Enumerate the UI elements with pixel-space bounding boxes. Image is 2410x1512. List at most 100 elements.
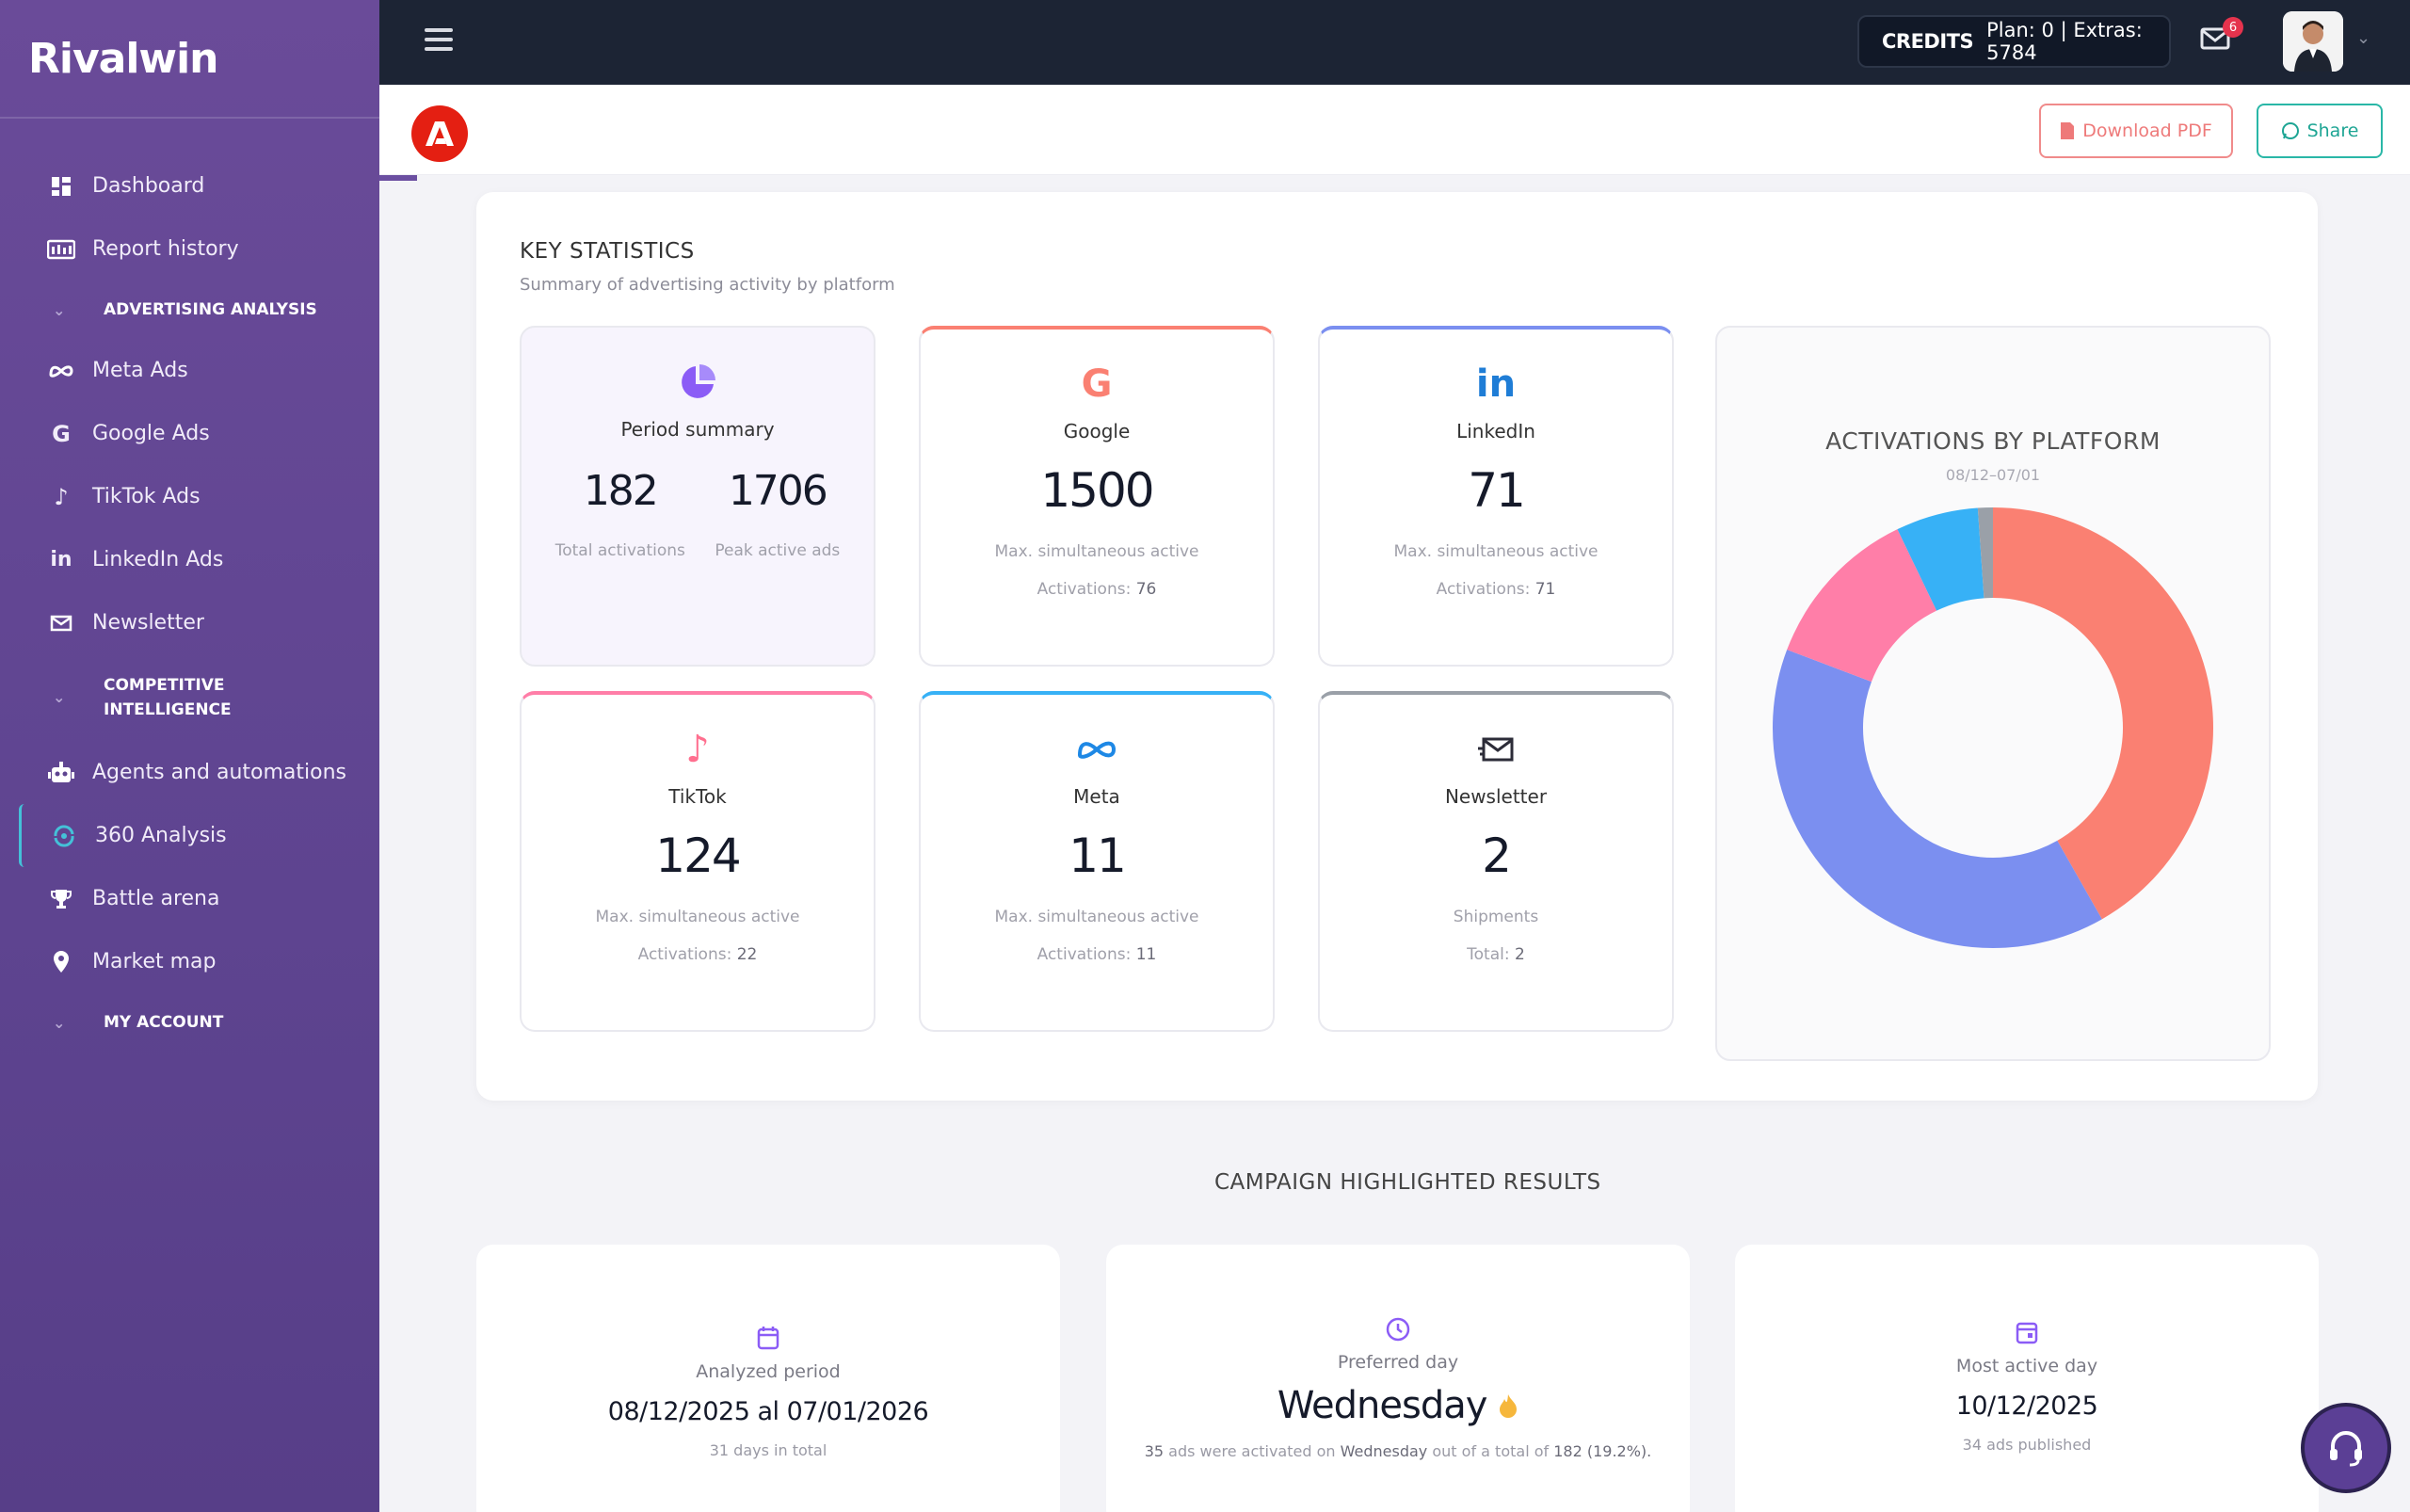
map-pin-icon xyxy=(47,948,75,976)
activations-label: Activations: xyxy=(1036,580,1132,599)
calendar-icon xyxy=(476,1326,1060,1352)
menu-toggle-icon[interactable] xyxy=(425,28,453,56)
newsletter-tile: Newsletter 2 Shipments Total: 2 xyxy=(1318,691,1674,1032)
tile-name: Period summary xyxy=(620,418,775,441)
brand-adobe-logo-icon xyxy=(411,105,468,162)
whatsapp-icon xyxy=(2281,122,2299,139)
share-label: Share xyxy=(2306,121,2359,141)
brand-logo[interactable]: Rivalwin xyxy=(0,0,379,119)
tile-label: Max. simultaneous active xyxy=(595,908,800,926)
clock-icon xyxy=(1106,1316,1690,1343)
analysis-360-icon xyxy=(50,822,78,850)
sidebar: Rivalwin Dashboard Report history ⌄ ADVE… xyxy=(0,0,379,1512)
tile-label: Max. simultaneous active xyxy=(1393,542,1599,561)
trophy-icon xyxy=(47,885,75,913)
tile-value: 11 xyxy=(1068,828,1127,883)
pdf-file-icon xyxy=(2061,122,2075,139)
active-tab-indicator xyxy=(379,175,417,181)
tile-name: Google xyxy=(1063,420,1131,442)
activations-label: Total: xyxy=(1467,945,1510,964)
activations-value: 2 xyxy=(1515,945,1525,964)
note-day: Wednesday xyxy=(1340,1442,1428,1460)
sidebar-item-newsletter[interactable]: Newsletter xyxy=(0,591,379,654)
sidebar-item-label: Newsletter xyxy=(92,611,204,635)
tile-name: Newsletter xyxy=(1444,785,1548,808)
tiktok-icon: ♪ xyxy=(685,728,710,771)
tiktok-icon: ♪ xyxy=(54,483,69,510)
activations-value: 71 xyxy=(1534,580,1556,599)
dashboard-icon xyxy=(47,172,75,201)
sidebar-item-label: Agents and automations xyxy=(92,761,346,784)
donut-slice-tiktok[interactable] xyxy=(1787,529,1937,683)
section-competitive-intelligence[interactable]: ⌄ COMPETITIVE INTELLIGENCE xyxy=(0,654,379,741)
period-summary-tile: Period summary 182 Total activations 170… xyxy=(520,326,876,667)
sidebar-item-360-analysis[interactable]: 360 Analysis xyxy=(19,804,379,867)
sidebar-item-label: Dashboard xyxy=(92,174,205,198)
linkedin-icon: in xyxy=(1475,362,1517,406)
activations-value: 22 xyxy=(736,945,758,964)
highlight-label: Most active day xyxy=(1955,1356,2098,1376)
share-button[interactable]: Share xyxy=(2257,104,2383,158)
highlight-label: Analyzed period xyxy=(696,1361,841,1382)
donut-slice-linkedin[interactable] xyxy=(1773,650,2102,949)
google-icon: G xyxy=(52,420,71,447)
donut-slice-newsletter[interactable] xyxy=(1977,507,1993,599)
stats-subtitle: Summary of advertising activity by platf… xyxy=(520,275,895,295)
robot-icon xyxy=(47,759,75,787)
donut-slice-google[interactable] xyxy=(1993,507,2213,920)
highlight-label: Preferred day xyxy=(1337,1352,1459,1373)
donut-chart xyxy=(1772,507,2214,949)
sidebar-item-label: LinkedIn Ads xyxy=(92,548,224,571)
donut-svg xyxy=(1773,507,2213,949)
highlight-value: Wednesday xyxy=(1106,1384,1690,1427)
sidebar-item-label: Google Ads xyxy=(92,422,210,445)
meta-tile: Meta 11 Max. simultaneous active Activat… xyxy=(919,691,1275,1032)
sidebar-item-linkedin-ads[interactable]: in LinkedIn Ads xyxy=(0,528,379,591)
section-label: ADVERTISING ANALYSIS xyxy=(104,300,317,319)
sidebar-item-agents[interactable]: Agents and automations xyxy=(0,741,379,804)
note-total: 182 (19.2%). xyxy=(1553,1442,1652,1460)
note-text-a: ads were activated on xyxy=(1168,1442,1336,1460)
total-activations-value: 182 xyxy=(583,467,659,515)
activations-label: Activations: xyxy=(1036,945,1132,964)
sidebar-item-meta-ads[interactable]: Meta Ads xyxy=(0,339,379,402)
chevron-down-icon: ⌄ xyxy=(53,300,66,319)
credits-badge[interactable]: CREDITS Plan: 0 | Extras: 5784 xyxy=(1857,15,2171,68)
newsletter-icon xyxy=(47,609,75,637)
support-chat-button[interactable] xyxy=(2301,1403,2391,1493)
avatar[interactable] xyxy=(2283,11,2343,72)
tile-value: 1500 xyxy=(1040,463,1154,518)
section-my-account[interactable]: ⌄ MY ACCOUNT xyxy=(0,993,379,1052)
sidebar-item-tiktok-ads[interactable]: ♪ TikTok Ads xyxy=(0,465,379,528)
section-label: MY ACCOUNT xyxy=(104,1013,224,1032)
highlight-note: 34 ads published xyxy=(1962,1436,2092,1454)
chart-title: ACTIVATIONS BY PLATFORM xyxy=(1825,427,2161,455)
sidebar-item-label: Meta Ads xyxy=(92,359,188,382)
sidebar-item-report-history[interactable]: Report history xyxy=(0,217,379,281)
tile-value: 2 xyxy=(1482,828,1512,883)
donut-slice-meta[interactable] xyxy=(1897,507,1984,611)
sidebar-item-google-ads[interactable]: G Google Ads xyxy=(0,402,379,465)
pie-chart-icon xyxy=(522,356,874,409)
chevron-down-icon: ⌄ xyxy=(53,688,66,706)
highlight-value: 10/12/2025 xyxy=(1955,1391,2098,1421)
tile-label: Max. simultaneous active xyxy=(994,542,1199,561)
sidebar-item-dashboard[interactable]: Dashboard xyxy=(0,154,379,217)
tile-activations: Activations: 11 xyxy=(921,945,1273,964)
sidebar-item-label: Market map xyxy=(92,950,217,973)
activations-value: 76 xyxy=(1135,580,1157,599)
chart-subtitle: 08/12–07/01 xyxy=(1945,466,2041,484)
section-advertising-analysis[interactable]: ⌄ ADVERTISING ANALYSIS xyxy=(0,281,379,339)
meta-icon xyxy=(921,723,1273,776)
stats-title: KEY STATISTICS xyxy=(520,239,695,264)
activations-label: Activations: xyxy=(637,945,732,964)
chevron-down-icon[interactable]: ⌄ xyxy=(2356,28,2371,48)
chevron-down-icon: ⌄ xyxy=(53,1013,66,1032)
note-text-b: out of a total of xyxy=(1432,1442,1550,1460)
sidebar-item-market-map[interactable]: Market map xyxy=(0,930,379,993)
linkedin-tile: in LinkedIn 71 Max. simultaneous active … xyxy=(1318,326,1674,667)
download-pdf-button[interactable]: Download PDF xyxy=(2039,104,2233,158)
sidebar-item-battle-arena[interactable]: Battle arena xyxy=(0,867,379,930)
key-statistics-card: KEY STATISTICS Summary of advertising ac… xyxy=(476,192,2318,1101)
peak-active-value: 1706 xyxy=(728,467,828,515)
